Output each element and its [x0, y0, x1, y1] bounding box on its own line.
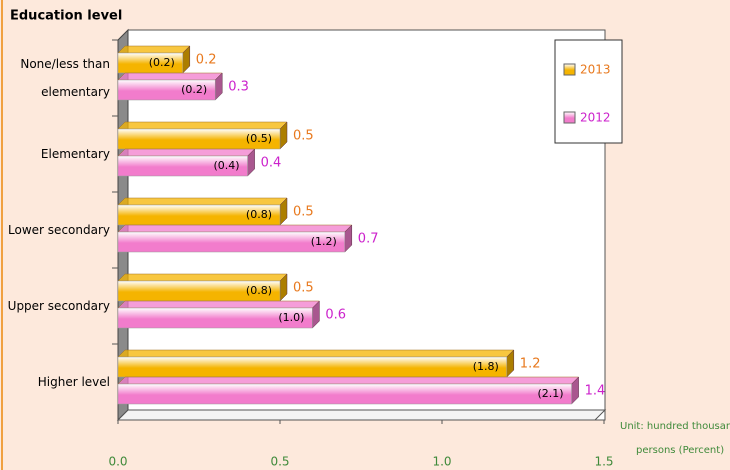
value-label: 0.4 [261, 156, 282, 171]
floor [116, 409, 607, 421]
legend-swatch [563, 63, 576, 76]
chart-title: Education level [10, 9, 122, 24]
x-tick-label: 1.0 [432, 455, 451, 469]
bar-top [117, 224, 353, 233]
legend-label: 2013 [580, 63, 611, 77]
bar-front [117, 155, 248, 177]
bar-top [117, 300, 321, 309]
bar [117, 273, 288, 302]
bar-top [117, 45, 191, 54]
value-label: 0.5 [293, 129, 314, 144]
percent-label: (1.2) [311, 235, 337, 248]
unit-note: Unit: hundred thousand [620, 421, 730, 432]
legend-swatch [563, 111, 576, 124]
bar-top [117, 273, 288, 282]
bar [117, 376, 580, 405]
bar-top [117, 197, 288, 206]
bar-top [117, 72, 223, 81]
bar-front [117, 383, 572, 405]
value-label: 1.2 [520, 357, 541, 372]
percent-label: (1.0) [278, 311, 304, 324]
y-tick-label: None/less than elementary [20, 57, 110, 99]
bar [117, 197, 288, 226]
percent-label: (0.4) [214, 159, 240, 172]
percent-label: (1.8) [473, 360, 499, 373]
y-tick-label: Higher level [38, 375, 110, 389]
bar-front [117, 79, 216, 101]
bar [117, 121, 288, 150]
bar [117, 148, 256, 177]
bar [117, 349, 515, 378]
legend-label: 2012 [580, 111, 611, 125]
bar [117, 224, 353, 253]
bar-front [117, 231, 346, 253]
bar-top [117, 349, 515, 358]
value-label: 0.3 [228, 80, 249, 95]
value-label: 1.4 [585, 384, 606, 399]
value-label: 0.5 [293, 205, 314, 220]
percent-label: (0.8) [246, 208, 272, 221]
bar [117, 72, 223, 101]
percent-label: (0.2) [149, 56, 175, 69]
value-label: 0.7 [358, 232, 379, 247]
bar-top [117, 376, 580, 385]
x-tick-label: 0.5 [270, 455, 289, 469]
bar-top [117, 148, 256, 157]
value-label: 0.6 [325, 308, 346, 323]
bar-top [117, 121, 288, 130]
bar [117, 300, 321, 329]
percent-label: (2.1) [538, 387, 564, 400]
x-tick-label: 0.0 [108, 455, 127, 469]
y-tick-label: Upper secondary [8, 299, 110, 313]
value-label: 0.2 [196, 53, 217, 68]
bar-front [117, 307, 313, 329]
percent-label: (0.5) [246, 132, 272, 145]
legend-box [554, 39, 623, 144]
value-label: 0.5 [293, 281, 314, 296]
percent-label: (0.8) [246, 284, 272, 297]
percent-label: (0.2) [181, 83, 207, 96]
unit-note: persons (Percent) [636, 445, 724, 456]
x-tick-label: 1.5 [594, 455, 613, 469]
y-tick-label: Elementary [41, 147, 110, 161]
bar [117, 45, 191, 74]
bar-front [117, 356, 508, 378]
y-tick-label: Lower secondary [8, 223, 110, 237]
